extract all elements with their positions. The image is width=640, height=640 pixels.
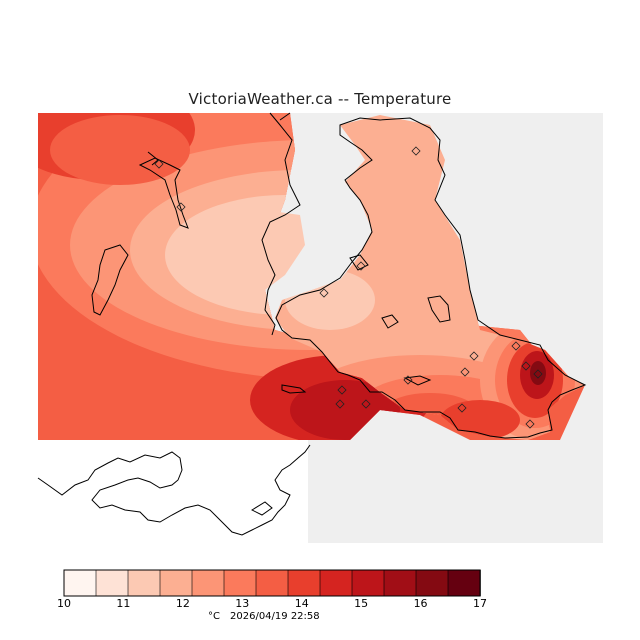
temperature-map	[37, 112, 603, 543]
legend-ticks: 10 11 12 13 14 15 16 17	[57, 597, 487, 610]
legend-swatch	[159, 569, 193, 597]
station-marker[interactable]	[460, 367, 470, 377]
legend-swatch	[447, 569, 481, 597]
legend-swatch	[415, 569, 449, 597]
map-title: VictoriaWeather.ca -- Temperature	[188, 90, 452, 108]
station-marker[interactable]	[154, 159, 164, 169]
inlet-shade	[265, 210, 305, 290]
legend-tick-label: 14	[295, 597, 309, 610]
legend-tick-label: 13	[235, 597, 249, 610]
legend-swatch	[95, 569, 129, 597]
legend-swatch	[127, 569, 161, 597]
station-marker[interactable]	[511, 341, 521, 351]
timestamp-label: 2026/04/19 22:58	[230, 611, 320, 622]
station-marker[interactable]	[337, 385, 347, 395]
legend-swatch	[287, 569, 321, 597]
legend-tick-label: 15	[354, 597, 368, 610]
station-marker[interactable]	[319, 288, 329, 298]
station-marker[interactable]	[356, 261, 366, 271]
legend-swatch	[351, 569, 385, 597]
legend-swatch	[63, 569, 97, 597]
station-marker[interactable]	[335, 399, 345, 409]
station-marker[interactable]	[525, 419, 535, 429]
unit-label: °C	[208, 611, 220, 622]
legend-swatch	[191, 569, 225, 597]
station-marker[interactable]	[411, 146, 421, 156]
legend-swatch	[383, 569, 417, 597]
station-marker[interactable]	[361, 399, 371, 409]
station-markers	[154, 146, 543, 429]
legend-tick-label: 11	[116, 597, 130, 610]
legend-tick-label: 16	[414, 597, 428, 610]
station-marker[interactable]	[469, 351, 479, 361]
coastlines	[37, 112, 587, 536]
station-marker[interactable]	[521, 361, 531, 371]
legend-tick-label: 17	[473, 597, 487, 610]
legend-swatch	[319, 569, 353, 597]
legend-swatches	[63, 569, 481, 597]
legend-tick-label: 10	[57, 597, 71, 610]
legend-swatch	[223, 569, 257, 597]
legend-frame	[63, 569, 481, 597]
station-marker[interactable]	[457, 403, 467, 413]
station-marker[interactable]	[533, 369, 543, 379]
legend-swatch	[255, 569, 289, 597]
station-marker[interactable]	[403, 375, 413, 385]
station-marker[interactable]	[176, 202, 186, 212]
water-area	[38, 440, 308, 543]
legend-tick-label: 12	[176, 597, 190, 610]
